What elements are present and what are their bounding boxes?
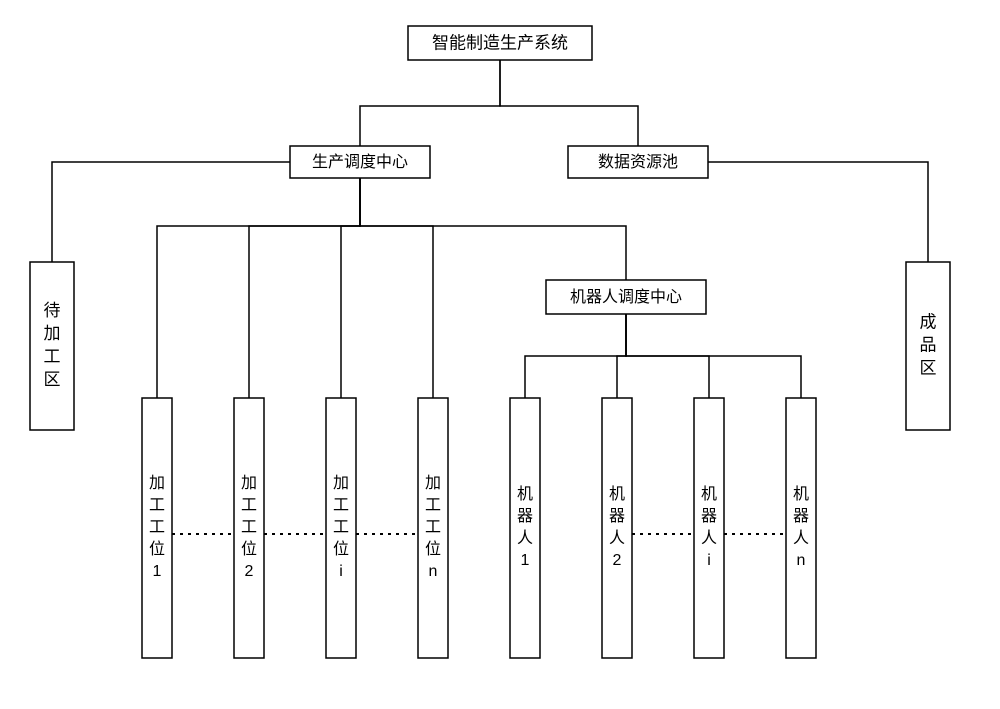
node-rn-label: n (797, 552, 806, 569)
node-ri-label: 器 (701, 507, 717, 525)
node-r2 (602, 398, 632, 658)
node-wsi-label: 位 (333, 540, 349, 558)
node-waiting-label: 待 (44, 301, 61, 320)
edge (249, 178, 360, 398)
node-r1-label: 人 (517, 529, 533, 547)
node-waiting-label: 工 (44, 347, 61, 366)
node-r2-label: 2 (613, 552, 622, 569)
node-wsi-label: 加 (333, 474, 349, 492)
node-ws2-label: 2 (245, 563, 254, 580)
node-ri-label: i (707, 552, 711, 569)
node-wsn-label: n (429, 563, 438, 580)
node-wsi-label: 工 (333, 497, 349, 514)
node-rn-label: 机 (793, 485, 809, 503)
node-rn-label: 器 (793, 507, 809, 525)
edge (360, 178, 433, 398)
node-root-label: 智能制造生产系统 (432, 33, 568, 52)
node-ri-label: 人 (701, 529, 717, 547)
node-robot_center-label: 机器人调度中心 (570, 288, 682, 306)
node-ws1-label: 位 (149, 540, 165, 558)
node-waiting-label: 加 (44, 324, 61, 343)
edge (360, 60, 500, 146)
node-finished-label: 品 (920, 335, 937, 354)
node-wsi-label: i (339, 563, 343, 580)
node-finished-label: 成 (920, 312, 937, 331)
edge (626, 314, 801, 398)
node-waiting-label: 区 (44, 370, 61, 389)
node-finished-label: 区 (920, 358, 937, 377)
node-rn (786, 398, 816, 658)
node-r1 (510, 398, 540, 658)
node-ws1-label: 工 (149, 519, 165, 536)
node-r2-label: 机 (609, 485, 625, 503)
node-ws1-label: 1 (153, 563, 162, 580)
edge (500, 60, 638, 146)
node-ws2-label: 加 (241, 474, 257, 492)
node-datapool-label: 数据资源池 (598, 153, 678, 171)
node-wsn-label: 工 (425, 497, 441, 514)
node-r2-label: 人 (609, 529, 625, 547)
edge (52, 162, 290, 262)
org-tree-diagram: 智能制造生产系统生产调度中心数据资源池机器人调度中心待加工区成品区加工工位1加工… (0, 0, 1000, 709)
node-ws2-label: 工 (241, 497, 257, 514)
node-ws2-label: 位 (241, 540, 257, 558)
node-rn-label: 人 (793, 529, 809, 547)
node-wsn-label: 工 (425, 519, 441, 536)
edge (708, 162, 928, 262)
node-ws2-label: 工 (241, 519, 257, 536)
node-wsn-label: 加 (425, 474, 441, 492)
edge (341, 178, 360, 398)
edge (360, 178, 626, 280)
node-ws1-label: 加 (149, 474, 165, 492)
node-r1-label: 机 (517, 485, 533, 503)
node-r1-label: 1 (521, 552, 530, 569)
node-r2-label: 器 (609, 507, 625, 525)
node-ws1-label: 工 (149, 497, 165, 514)
edge (617, 314, 626, 398)
node-ri (694, 398, 724, 658)
edge (525, 314, 626, 398)
node-ri-label: 机 (701, 485, 717, 503)
node-wsn-label: 位 (425, 540, 441, 558)
node-wsi-label: 工 (333, 519, 349, 536)
node-sched-label: 生产调度中心 (312, 153, 408, 171)
node-r1-label: 器 (517, 507, 533, 525)
edge (157, 178, 360, 398)
